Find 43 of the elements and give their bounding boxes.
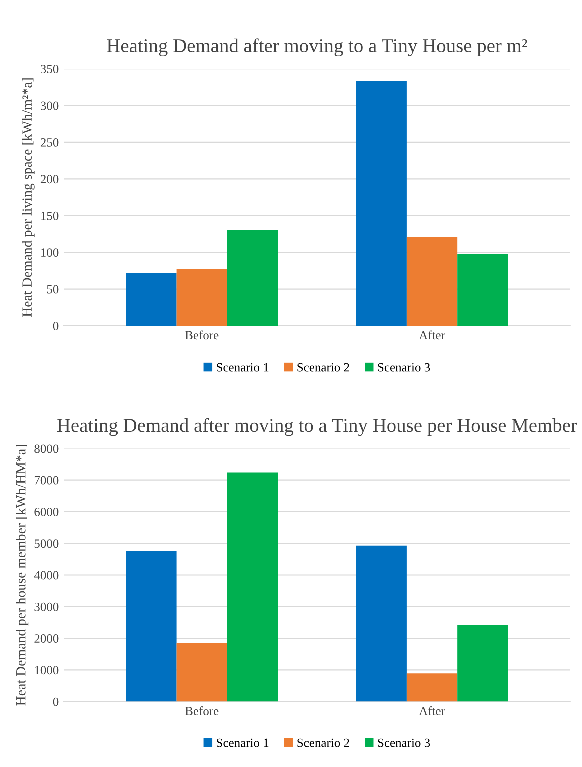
x-tick-label: Before: [185, 330, 219, 340]
legend-label: Scenario 3: [378, 738, 430, 748]
y-tick-label: 8000: [34, 444, 59, 454]
legend-label: Scenario 2: [298, 363, 350, 372]
bar: [227, 230, 278, 326]
chart-title: Heating Demand after moving to a Tiny House per House Member: [57, 418, 578, 436]
y-tick-label: 1000: [35, 666, 59, 675]
legend-label: Scenario 3: [378, 363, 430, 372]
y-tick-label: 50: [47, 285, 59, 294]
y-tick-label: 0: [53, 322, 59, 330]
y-tick-label: 7000: [34, 476, 59, 485]
x-tick-label: After: [419, 706, 446, 716]
y-tick-label: 5000: [34, 540, 59, 548]
y-tick-label: 300: [41, 102, 59, 110]
x-tick-label: After: [419, 330, 446, 340]
bar: [356, 82, 407, 326]
bar: [126, 273, 177, 326]
legend-label: Scenario 2: [298, 738, 350, 748]
bar: [406, 674, 458, 702]
y-tick-label: 250: [40, 138, 59, 147]
y-tick-label: 3000: [34, 602, 59, 612]
y-tick-label: 100: [42, 248, 59, 258]
y-tick-label: 0: [53, 698, 59, 706]
y-tick-label: 2000: [34, 634, 59, 643]
y-tick-label: 150: [42, 212, 59, 220]
legend-label: Scenario 1: [217, 738, 269, 748]
bar: [356, 546, 407, 702]
bar: [176, 269, 228, 326]
bar: [406, 237, 458, 326]
y-tick-label: 6000: [34, 508, 59, 516]
y-tick-label: 350: [41, 65, 59, 74]
chart-title: Heating Demand after moving to a Tiny House per m²: [107, 38, 528, 57]
bar: [126, 551, 177, 702]
bar: [458, 254, 508, 326]
bar: [227, 472, 278, 702]
bar: [458, 626, 508, 702]
y-tick-label: 4000: [34, 571, 59, 580]
x-tick-label: Before: [185, 706, 219, 716]
bar: [176, 642, 228, 702]
y-axis-title: Heat Demand per living space [kWh/m²*a]: [22, 78, 35, 318]
legend-label: Scenario 1: [217, 363, 269, 372]
y-tick-label: 200: [40, 175, 59, 184]
y-axis-title: Heat Demand per house member [kWh/HM*a]: [16, 445, 29, 706]
